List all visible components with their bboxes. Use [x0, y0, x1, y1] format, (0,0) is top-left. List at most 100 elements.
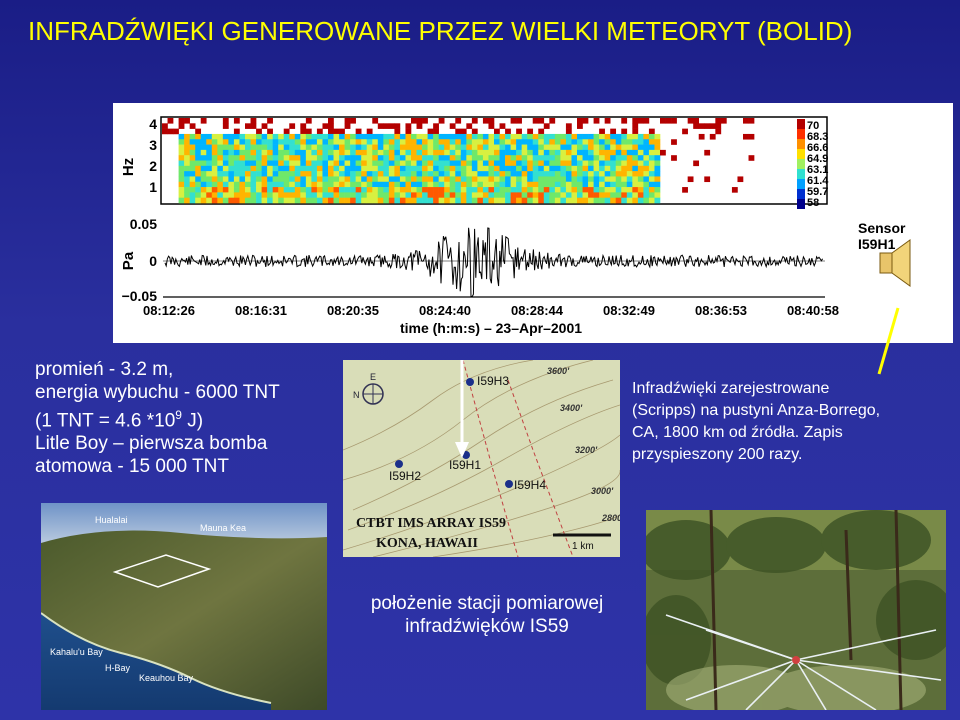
spectrogram-cell [272, 133, 279, 140]
spectrogram-cell [211, 144, 218, 151]
speaker-icon[interactable] [850, 238, 930, 378]
spectrogram-cell [316, 171, 323, 177]
spectrogram-cell [643, 133, 650, 140]
spectrogram-cell [383, 139, 390, 145]
spectrogram-cell [588, 155, 594, 161]
spectrogram-cell [305, 149, 312, 156]
spectrogram-cell [538, 133, 545, 140]
spectrogram-cell [422, 187, 428, 193]
spectrogram-cell [416, 181, 423, 188]
spectrogram-cell [610, 144, 617, 151]
spectrogram-cell [211, 176, 218, 183]
spectrogram-cell [350, 133, 356, 140]
spectrogram-cell [427, 133, 434, 140]
spectrogram-cell [577, 123, 583, 129]
spectrogram-cell [200, 176, 207, 183]
spectrogram-cell [477, 160, 484, 167]
spectrogram-cell [505, 181, 511, 188]
spectrogram-cell [339, 187, 345, 193]
spectrogram-cell [206, 176, 213, 183]
spectrogram-cell [350, 139, 356, 145]
spectrogram-cell [322, 133, 329, 140]
spectrogram-cell [405, 128, 412, 135]
spectrogram-cell [560, 176, 567, 183]
spectrogram-cell [682, 187, 688, 193]
spectrogram-cell [355, 197, 362, 204]
spectrogram-cell [543, 181, 550, 188]
spectrogram-cell [549, 149, 556, 156]
spectrogram-cell [455, 160, 462, 167]
spectrogram-cell [621, 133, 628, 140]
spectrogram-cell [200, 149, 207, 156]
spectrogram-cell [593, 181, 600, 188]
spectrogram-cell [217, 187, 224, 193]
spectrogram-cell [411, 139, 417, 145]
spectrogram-cell [328, 165, 334, 172]
spectrogram-cell [233, 160, 240, 167]
spectrogram-cell [200, 139, 207, 145]
spectrogram-cell [693, 118, 700, 124]
spectrogram-cell [737, 176, 744, 183]
spectrogram-cell [267, 155, 273, 161]
spectrogram-cell [427, 160, 434, 167]
spectrogram-cell [621, 149, 628, 156]
spectrogram-cell [339, 197, 345, 204]
spectrogram-cell [433, 187, 439, 193]
spectrogram-cell [372, 165, 379, 172]
spectrogram-cell [272, 160, 279, 167]
spectrogram-cell [554, 187, 561, 193]
spectrogram-cell [184, 165, 190, 172]
spectrogram-cell [543, 192, 550, 198]
spectrogram-cell [582, 197, 589, 204]
spectrogram-cell [200, 118, 207, 124]
spectrogram-cell [643, 118, 650, 124]
spectrogram-cell [272, 197, 279, 204]
spectrogram-cell [405, 165, 412, 172]
spectrogram-cell [272, 192, 279, 198]
spectrogram-cell [305, 165, 312, 172]
spectrogram-cell [178, 139, 185, 145]
spectrogram-cell [482, 118, 489, 124]
spectrogram-cell [549, 165, 556, 172]
spectrogram-cell [565, 197, 572, 204]
spectrogram-cell [654, 165, 661, 172]
spectrogram-cell [222, 144, 229, 151]
tnt-unit: J) [181, 410, 204, 432]
spectrogram-cell [532, 176, 539, 183]
spectrogram-cell [311, 144, 318, 151]
spectrogram-cell [411, 181, 417, 188]
spectrogram-cell [615, 144, 622, 151]
spectrogram-cell [250, 197, 257, 204]
spectrogram-cell [250, 149, 257, 156]
spectrogram-cell [189, 139, 196, 145]
spectrogram-cell [527, 192, 534, 198]
spectrogram-cell [416, 192, 423, 198]
spectrogram-cell [604, 139, 611, 145]
spectrogram-cell [560, 187, 567, 193]
spectrogram-cell [278, 165, 285, 172]
spectrogram-cell [471, 181, 478, 188]
spectrogram-cell [455, 192, 462, 198]
map-caption-line1: CTBT IMS ARRAY IS59 [356, 516, 506, 531]
spectrogram-cell [615, 155, 622, 161]
spectrogram-cell [477, 176, 484, 183]
spectrogram-cell [582, 192, 589, 198]
spectrogram-cell [361, 155, 368, 161]
spectrogram-cell [355, 144, 362, 151]
waveform-x-tick: 08:40:58 [787, 303, 839, 318]
spectrogram-cell [632, 176, 639, 183]
spectrogram-cell [433, 139, 439, 145]
spectrogram-cell [471, 133, 478, 140]
spectrogram-cell [554, 197, 561, 204]
spectrogram-cell [582, 181, 589, 188]
spectrogram-cell [538, 187, 545, 193]
colorbar-swatch [797, 199, 805, 209]
spectrogram-cell [621, 160, 628, 167]
spectrogram-cell [449, 165, 456, 172]
spectrogram-cell [599, 149, 605, 156]
spectrogram-cell [588, 176, 594, 183]
spectrogram-cell [294, 144, 301, 151]
spectrogram-cell [654, 139, 661, 145]
spectrogram-cell [648, 144, 655, 151]
spectrogram-cell [565, 128, 572, 135]
